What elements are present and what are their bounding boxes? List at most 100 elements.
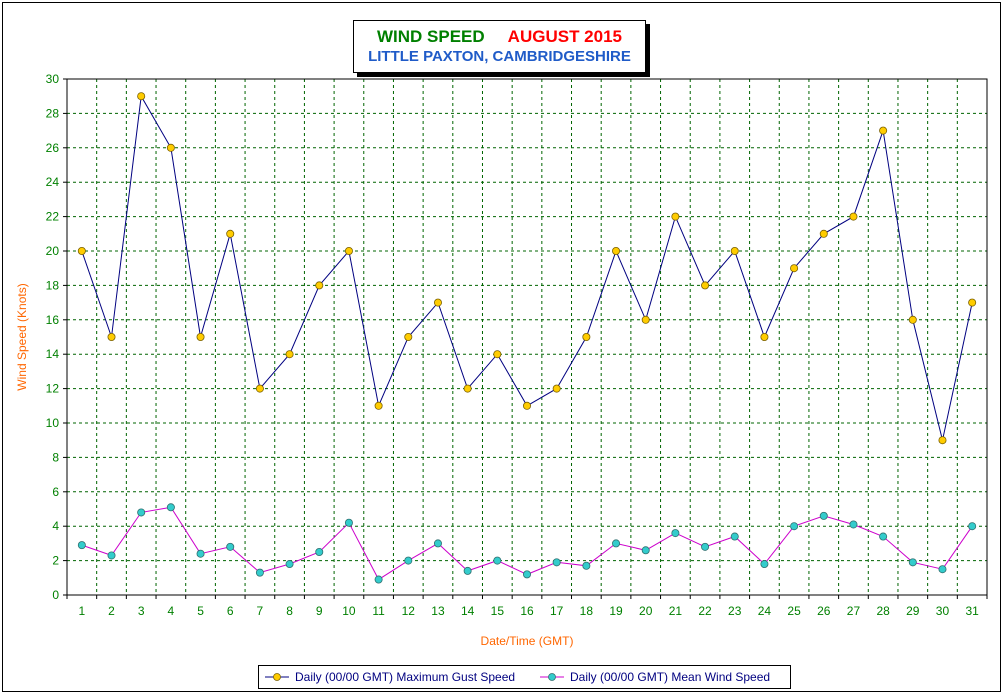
data-point [671,529,680,538]
y-tick-label: 26 [46,141,60,155]
data-point [582,561,591,570]
data-point [196,549,205,558]
legend-marker-gust [273,673,281,681]
data-point [493,350,502,359]
data-point [523,570,532,579]
data-point [849,520,858,529]
x-tick-label: 30 [936,604,950,618]
data-point [285,350,294,359]
y-tick-label: 4 [52,519,59,533]
x-tick-label: 23 [728,604,742,618]
x-tick-label: 7 [257,604,264,618]
data-point [374,575,383,584]
data-point [641,315,650,324]
data-point [315,281,324,290]
data-point [879,532,888,541]
data-point [968,522,977,531]
chart-title: WIND SPEED AUGUST 2015 [354,27,645,47]
data-point [226,542,235,551]
data-point [523,401,532,410]
data-point [908,558,917,567]
x-tick-label: 13 [431,604,445,618]
data-point [107,551,116,560]
data-point [463,384,472,393]
data-point [582,332,591,341]
x-tick-label: 2 [108,604,115,618]
x-tick-label: 31 [965,604,979,618]
data-point [701,542,710,551]
data-point [730,532,739,541]
data-point [671,212,680,221]
grid-lines [67,79,987,595]
y-tick-label: 28 [46,106,60,120]
data-point [107,332,116,341]
x-tick-label: 24 [758,604,772,618]
data-point [255,384,264,393]
data-point [701,281,710,290]
x-tick-label: 28 [876,604,890,618]
data-point [760,560,769,569]
title-part-wind-speed: WIND SPEED [376,27,485,46]
y-tick-label: 30 [46,72,60,86]
x-tick-label: 11 [372,604,385,618]
data-point [404,332,413,341]
data-point [77,541,86,550]
data-point [404,556,413,565]
series-layer [77,92,977,584]
data-point [849,212,858,221]
y-tick-label: 0 [52,588,59,602]
legend: Daily (00/00 GMT) Maximum Gust Speed Dai… [258,665,791,689]
x-tick-label: 29 [906,604,920,618]
data-point [552,384,561,393]
y-tick-label: 20 [46,244,60,258]
x-tick-label: 6 [227,604,234,618]
data-point [433,539,442,548]
y-tick-label: 2 [52,554,59,568]
y-tick-label: 24 [46,175,60,189]
y-tick-label: 22 [46,210,60,224]
x-tick-label: 22 [698,604,712,618]
x-tick-label: 17 [550,604,564,618]
data-point [226,229,235,238]
data-point [612,246,621,255]
data-point [166,143,175,152]
y-tick-label: 10 [46,416,60,430]
data-point [493,556,502,565]
x-axis-title: Date/Time (GMT) [481,634,574,648]
x-tick-label: 1 [78,604,85,618]
data-point [790,522,799,531]
x-tick-label: 8 [286,604,293,618]
data-point [908,315,917,324]
data-point [819,229,828,238]
data-point [612,539,621,548]
data-point [374,401,383,410]
y-tick-label: 14 [46,347,60,361]
x-tick-label: 15 [491,604,505,618]
data-point [137,508,146,517]
y-tick-label: 18 [46,278,60,292]
data-point [938,565,947,574]
x-tick-label: 26 [817,604,831,618]
legend-label-gust: Daily (00/00 GMT) Maximum Gust Speed [295,670,515,684]
data-point [77,246,86,255]
y-tick-label: 16 [46,313,60,327]
x-tick-label: 19 [609,604,623,618]
x-tick-label: 3 [138,604,145,618]
chart-subtitle: LITTLE PAXTON, CAMBRIDGESHIRE [368,48,631,65]
y-tick-label: 6 [52,485,59,499]
data-point [968,298,977,307]
x-tick-label: 18 [580,604,594,618]
chart-title-box: WIND SPEED AUGUST 2015 LITTLE PAXTON, CA… [353,20,646,73]
data-point [196,332,205,341]
legend-marker-mean [548,673,556,681]
data-point [730,246,739,255]
data-point [433,298,442,307]
x-tick-label: 21 [669,604,683,618]
data-point [879,126,888,135]
x-tick-label: 16 [520,604,534,618]
x-tick-label: 14 [461,604,475,618]
x-tick-label: 4 [168,604,175,618]
y-axis-title: Wind Speed (Knots) [15,283,29,390]
